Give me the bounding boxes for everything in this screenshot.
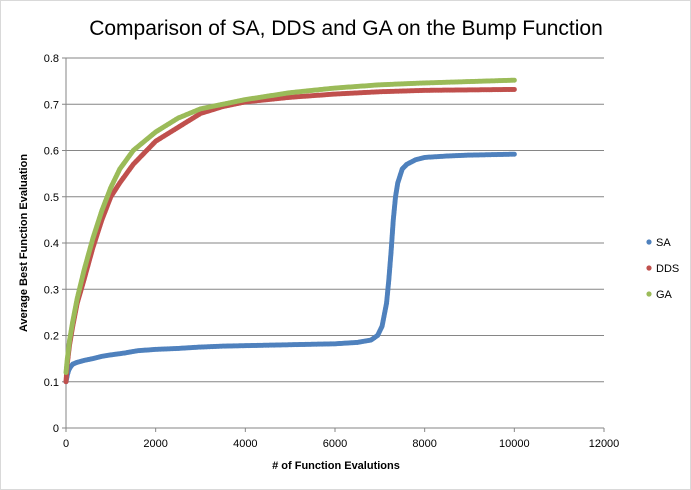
legend-label-dds: DDS	[656, 263, 679, 275]
legend-label-sa: SA	[656, 237, 671, 249]
plot-series	[63, 77, 517, 385]
y-tick-label: 0.2	[44, 331, 59, 343]
x-tick-label: 2000	[143, 438, 167, 450]
series-sa	[63, 151, 517, 385]
x-tick-label: 4000	[233, 438, 257, 450]
data-point	[511, 86, 517, 92]
legend-label-ga: GA	[656, 289, 673, 301]
legend-marker-ga	[646, 291, 652, 297]
y-tick-label: 0.1	[44, 377, 59, 389]
legend-marker-dds	[646, 265, 652, 271]
chart-title: Comparison of SA, DDS and GA on the Bump…	[89, 17, 603, 40]
gridlines	[66, 57, 604, 383]
data-point	[511, 77, 517, 83]
y-tick-label: 0.6	[44, 146, 59, 158]
y-tick-label: 0.7	[44, 99, 59, 111]
y-tick-label: 0.4	[44, 238, 59, 250]
series-dds	[63, 86, 517, 385]
y-tick-label: 0.8	[44, 53, 59, 65]
y-tick-label: 0.3	[44, 284, 59, 296]
legend: SA DDS GA	[646, 237, 679, 301]
x-axis-label: # of Function Evalutions	[272, 460, 400, 472]
y-axis-label: Average Best Function Evaluation	[18, 154, 30, 332]
y-tick-label: 0.5	[44, 192, 59, 204]
x-tick-label: 10000	[499, 438, 530, 450]
y-tick-labels: 0 0.1 0.2 0.3 0.4 0.5 0.6 0.7 0.8	[44, 53, 59, 435]
x-tick-label: 8000	[412, 438, 436, 450]
y-tick-label: 0	[53, 423, 59, 435]
legend-marker-sa	[646, 239, 652, 245]
x-tick-label: 0	[63, 438, 69, 450]
axes	[62, 57, 605, 432]
x-tick-label: 12000	[589, 438, 620, 450]
x-tick-labels: 0 2000 4000 6000 8000 10000 12000	[63, 438, 619, 450]
x-tick-label: 6000	[323, 438, 347, 450]
data-point	[511, 151, 517, 157]
series-ga	[63, 77, 517, 375]
